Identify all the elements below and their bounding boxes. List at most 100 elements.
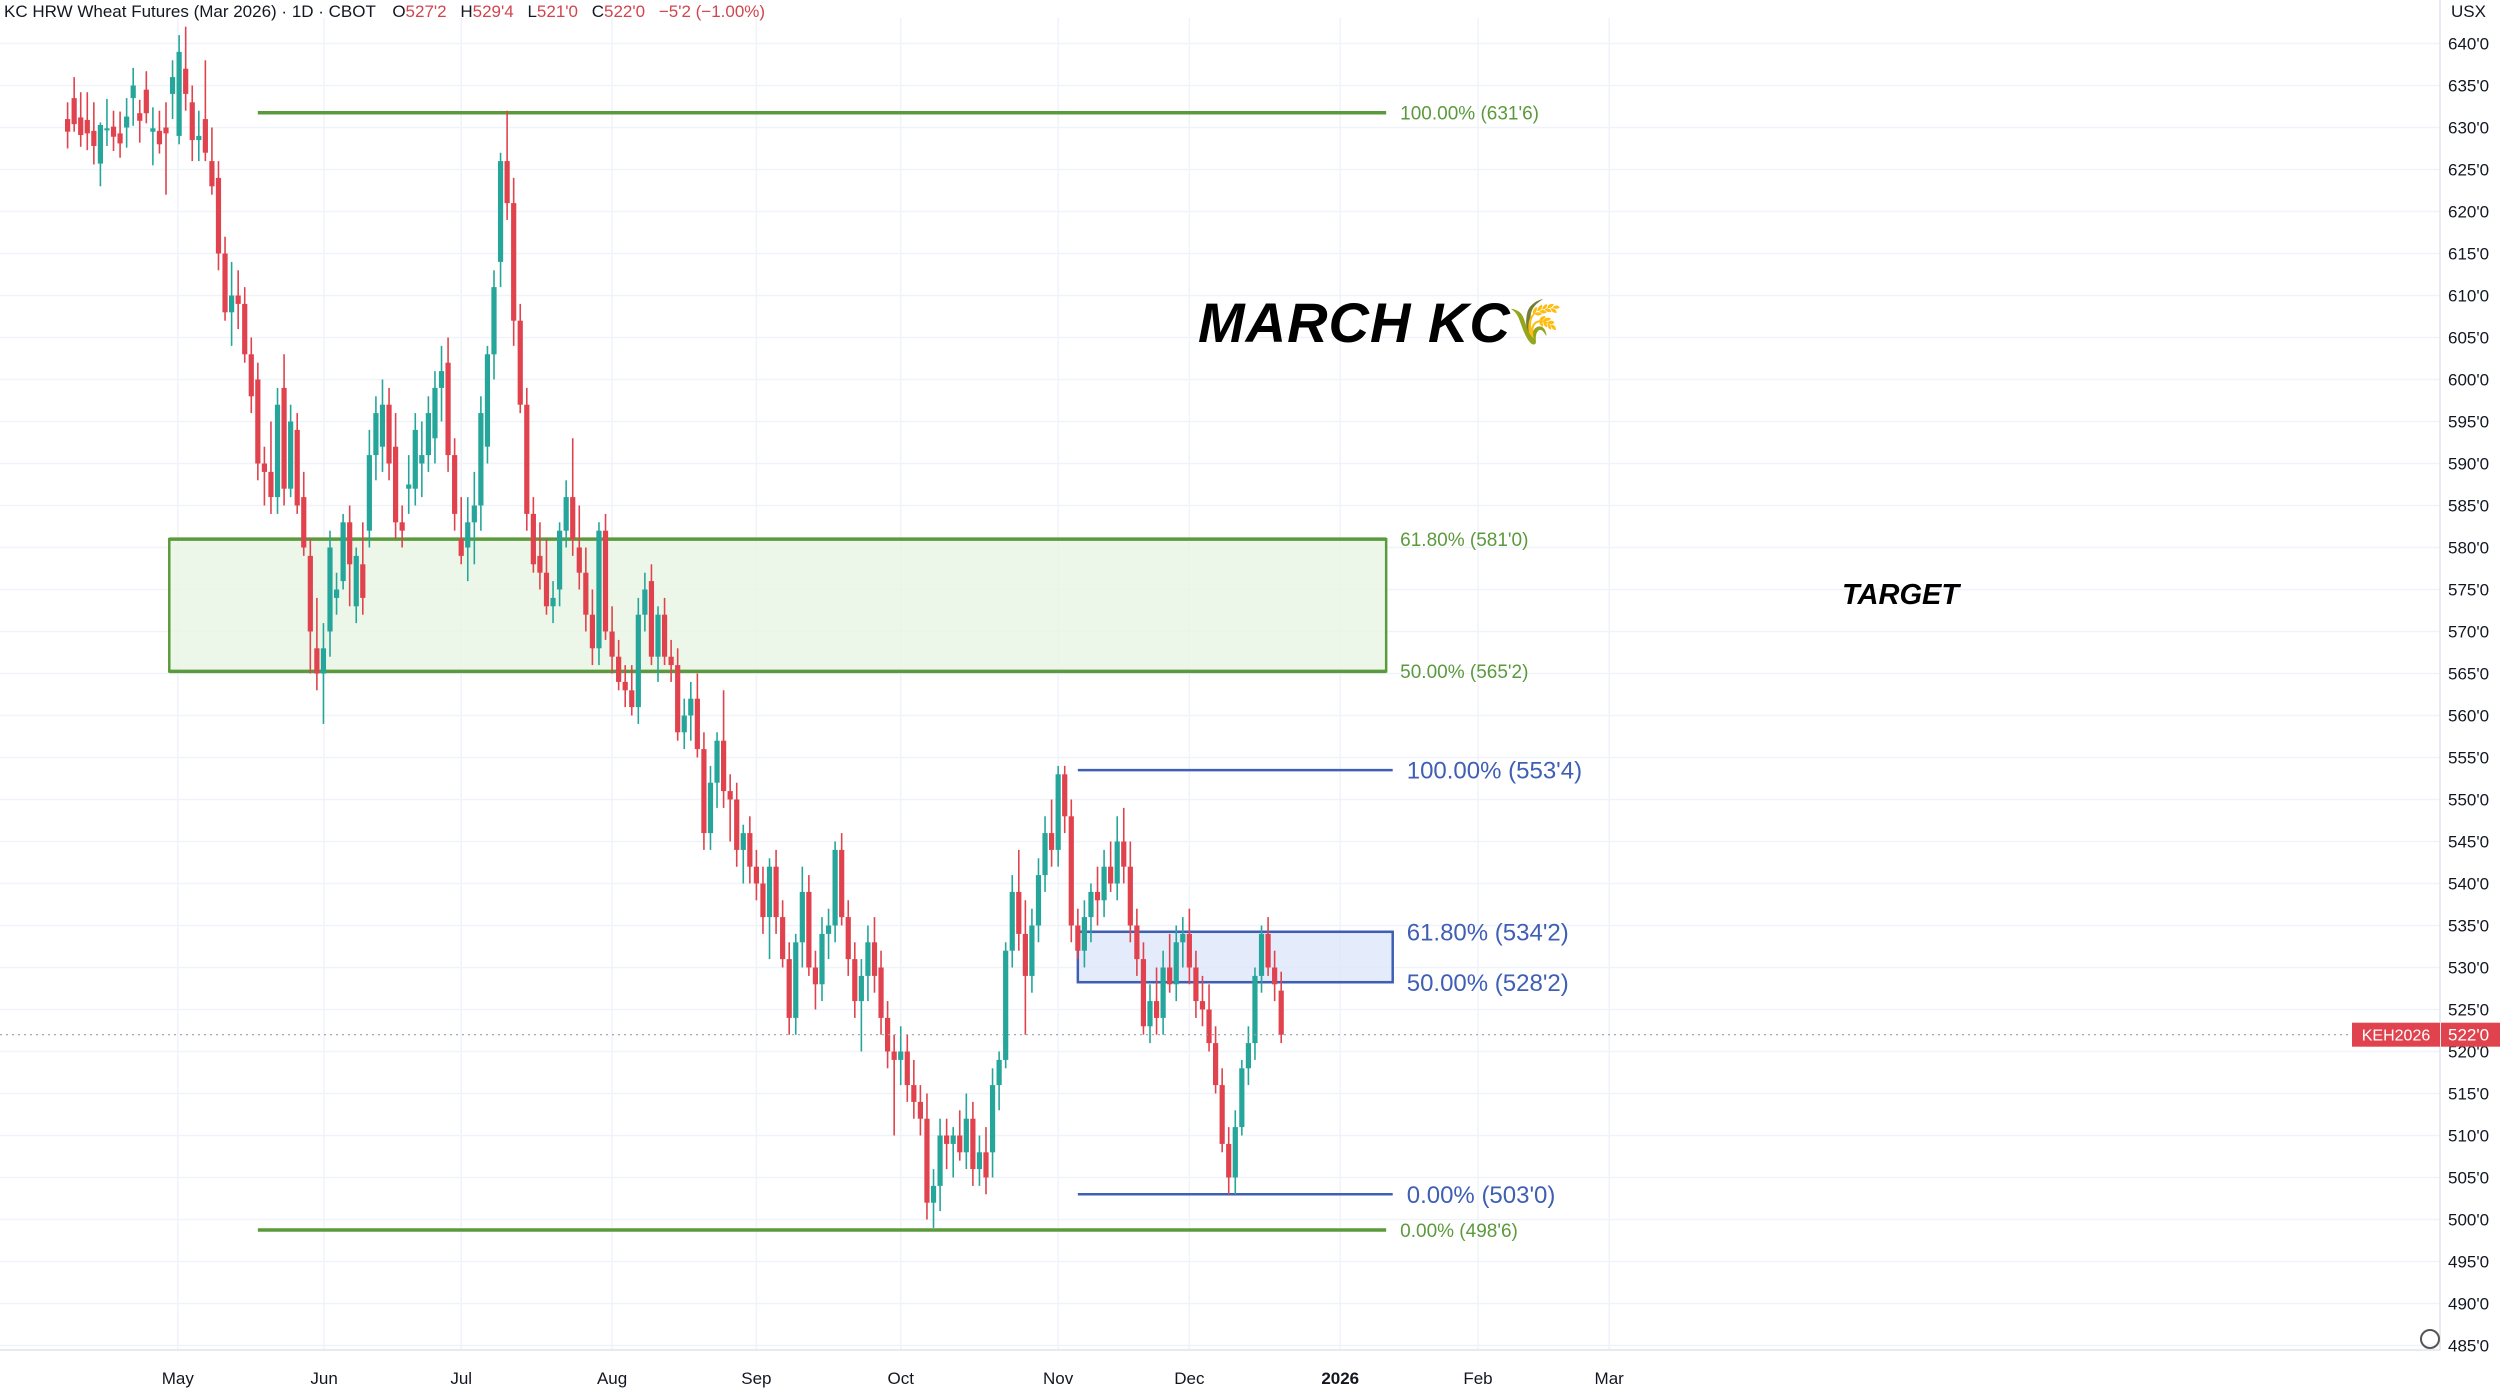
low-label: L [527, 2, 537, 21]
y-tick-label: 640'0 [2448, 35, 2489, 54]
candle-body [386, 404, 392, 464]
candle-body [1094, 891, 1101, 901]
candle-body [911, 1085, 917, 1102]
candle-body [668, 656, 674, 666]
candle-body [852, 959, 858, 1002]
candle-body [524, 404, 530, 514]
candle-body [786, 959, 792, 1018]
candle-body [268, 471, 274, 498]
candle-body [393, 446, 399, 523]
candle-body [235, 295, 241, 304]
x-tick-label: Sep [741, 1369, 771, 1388]
candle-body [1009, 891, 1015, 951]
fib-level-label: 100.00% (553'4) [1407, 758, 1582, 785]
y-tick-label: 565'0 [2448, 665, 2489, 684]
candle-body [675, 665, 681, 733]
candle-body [1108, 866, 1114, 884]
y-tick-label: 560'0 [2448, 707, 2489, 726]
candle-body [1088, 891, 1094, 918]
candle-body [721, 740, 727, 792]
candle-body [550, 597, 556, 607]
candle-body [976, 1152, 983, 1170]
candle-body [71, 98, 77, 125]
x-tick-label: Aug [597, 1369, 627, 1388]
price-tag-symbol: KEH2026 [2362, 1028, 2431, 1045]
candle-body [793, 942, 799, 1018]
candle-body [229, 295, 235, 313]
candle-body [163, 127, 169, 134]
symbol-name[interactable]: KC HRW Wheat Futures (Mar 2026) · 1D · C… [4, 2, 376, 21]
candle-body [616, 656, 622, 682]
candle-body [471, 505, 477, 523]
candle-body [1029, 925, 1035, 976]
candle-body [1101, 866, 1107, 901]
candle-body [1153, 1001, 1160, 1018]
candle-body [557, 530, 563, 590]
candle-body [484, 354, 491, 447]
candle-body [937, 1135, 943, 1186]
candle-body [248, 354, 254, 397]
candle-body [504, 161, 510, 204]
fib-level-label: 0.00% (498'6) [1400, 1221, 1518, 1242]
candle-body [1252, 975, 1258, 1044]
candle-body [130, 85, 136, 99]
candle-body [950, 1135, 956, 1144]
candle-body [799, 891, 805, 943]
candle-body [1160, 967, 1166, 1018]
candle-body [642, 589, 648, 615]
y-tick-label: 580'0 [2448, 539, 2489, 558]
symbol-header[interactable]: KC HRW Wheat Futures (Mar 2026) · 1D · C… [4, 2, 765, 22]
candle-body [314, 648, 320, 674]
y-tick-label: 500'0 [2448, 1211, 2489, 1230]
y-tick-label: 575'0 [2448, 581, 2489, 600]
candle-body [1278, 990, 1284, 1035]
candle-body [491, 287, 497, 355]
y-tick-label: 585'0 [2448, 497, 2489, 516]
candle-body [1055, 774, 1061, 850]
x-tick-label: Jun [310, 1369, 337, 1388]
candle-body [176, 51, 182, 136]
candle-body [924, 1118, 930, 1203]
candle-body [629, 690, 635, 708]
candle-body [1186, 933, 1192, 968]
candle-body [970, 1118, 976, 1170]
clock-icon[interactable] [2420, 1329, 2440, 1349]
candle-body [701, 749, 707, 834]
candle-body [412, 429, 418, 489]
y-tick-label: 510'0 [2448, 1127, 2489, 1146]
y-tick-label: 630'0 [2448, 119, 2489, 138]
candle-body [117, 133, 123, 144]
candle-body [747, 833, 753, 867]
candle-body [858, 975, 864, 1002]
candle-body [819, 933, 825, 985]
candle-body [288, 421, 294, 489]
candle-body [930, 1185, 937, 1203]
candle-body [1265, 933, 1271, 968]
change-value: −5'2 (−1.00%) [658, 2, 766, 21]
candle-body [78, 117, 84, 136]
candle-body [333, 589, 340, 598]
price-tag-symbol-box [2352, 1022, 2440, 1047]
candle-body [438, 371, 445, 388]
candle-body [320, 648, 327, 674]
candle-layer [65, 26, 1284, 1228]
candle-body [1193, 967, 1199, 1002]
y-tick-label: 605'0 [2448, 329, 2489, 348]
y-tick-label: 595'0 [2448, 413, 2489, 432]
x-tick-label: Mar [1595, 1369, 1625, 1388]
candle-body [727, 791, 733, 800]
high-value: 529'4 [472, 2, 514, 21]
price-tag-value: 522'0 [2448, 1026, 2489, 1045]
candle-body [1140, 959, 1147, 1027]
candle-body [366, 455, 372, 531]
candle-body [65, 119, 71, 132]
y-tick-label: 620'0 [2448, 203, 2489, 222]
y-tick-label: 615'0 [2448, 245, 2489, 264]
candle-body [406, 484, 412, 489]
candle-body [294, 429, 300, 506]
candle-body [222, 253, 228, 313]
candle-body [196, 135, 202, 141]
currency-label[interactable]: USX [2451, 2, 2486, 21]
candle-body [419, 455, 425, 464]
